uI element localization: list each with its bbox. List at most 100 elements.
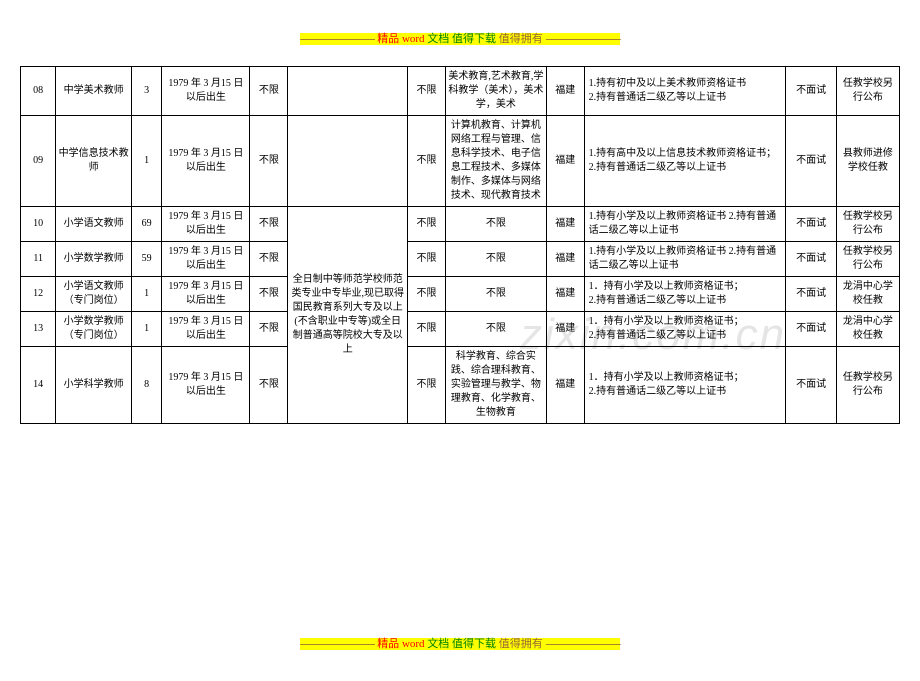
table-cell: 福建 [546,67,584,116]
table-cell [288,67,408,116]
table-cell: 小学语文教师 [56,207,132,242]
header-text-red: 精品 [377,33,399,45]
table-cell: 3 [131,67,161,116]
table-cell: 59 [131,242,161,277]
table-cell: 任教学校另行公布 [836,67,899,116]
table-cell: 不限 [408,347,446,424]
table-cell: 不面试 [786,207,836,242]
table-cell: 1979 年 3 月15 日以后出生 [162,207,250,242]
table-cell: 1979 年 3 月15 日以后出生 [162,116,250,207]
table-cell: 不面试 [786,312,836,347]
table-cell: 10 [21,207,56,242]
header-text-brown: 值得拥有 [499,33,543,45]
table-cell: 不限 [408,116,446,207]
table-cell: 龙涓中心学校任教 [836,277,899,312]
table-cell: 1．持有小学及以上教师资格证书；2.持有普通话二级乙等以上证书 [584,277,786,312]
table-cell: 福建 [546,347,584,424]
table-cell: 不面试 [786,67,836,116]
table-cell: 1979 年 3 月15 日以后出生 [162,67,250,116]
table-cell: 任教学校另行公布 [836,347,899,424]
table-row: 10小学语文教师691979 年 3 月15 日以后出生不限全日制中等师范学校师… [21,207,900,242]
table-cell: 1979 年 3 月15 日以后出生 [162,312,250,347]
table-cell: 计算机教育、计算机网络工程与管理、信息科学技术、电子信息工程技术、多媒体制作、多… [445,116,546,207]
table-cell: 不面试 [786,347,836,424]
table-cell: 福建 [546,207,584,242]
table-row: 09中学信息技术教师11979 年 3 月15 日以后出生不限不限计算机教育、计… [21,116,900,207]
footer-text-green: 文档 值得下载 [427,638,496,650]
table-cell: 不面试 [786,242,836,277]
table-cell: 不限 [250,277,288,312]
footer-text-brown: 值得拥有 [499,638,543,650]
table-cell: 09 [21,116,56,207]
table-cell: 不限 [408,242,446,277]
table-cell: 小学科学教师 [56,347,132,424]
table-cell: 1.持有小学及以上教师资格证书 2.持有普通话二级乙等以上证书 [584,207,786,242]
footer-dash-left: ---------------------------- [300,638,375,650]
table-cell: 小学数学教师 [56,242,132,277]
table-cell: 不限 [250,67,288,116]
table-cell: 福建 [546,277,584,312]
table-cell: 不限 [408,67,446,116]
table-row: 12小学语文教师（专门岗位）11979 年 3 月15 日以后出生不限不限不限福… [21,277,900,312]
table-cell: 科学教育、综合实践、综合理科教育、实验管理与教学、物理教育、化学教育、生物教育 [445,347,546,424]
table-cell: 福建 [546,116,584,207]
table-cell: 小学语文教师（专门岗位） [56,277,132,312]
table-cell: 69 [131,207,161,242]
table-cell: 不限 [250,347,288,424]
table-row: 14小学科学教师81979 年 3 月15 日以后出生不限不限科学教育、综合实践… [21,347,900,424]
table-cell: 中学美术教师 [56,67,132,116]
table-cell: 龙涓中心学校任教 [836,312,899,347]
table-cell [288,116,408,207]
header-dash-left: ---------------------------- [300,33,375,45]
table-cell: 1.持有初中及以上美术教师资格证书2.持有普通话二级乙等以上证书 [584,67,786,116]
table-cell: 1979 年 3 月15 日以后出生 [162,277,250,312]
footer-text-word: word [402,638,425,650]
table-cell: 1 [131,116,161,207]
table-cell: 中学信息技术教师 [56,116,132,207]
table-cell: 福建 [546,242,584,277]
table-cell: 美术教育,艺术教育,学科教学（美术），美术学，美术 [445,67,546,116]
table-row: 08中学美术教师31979 年 3 月15 日以后出生不限不限美术教育,艺术教育… [21,67,900,116]
table-cell: 小学数学教师（专门岗位） [56,312,132,347]
table-cell: 县教师进修学校任教 [836,116,899,207]
table-cell: 11 [21,242,56,277]
table-cell: 不限 [250,312,288,347]
table-cell: 不限 [408,312,446,347]
table-cell: 任教学校另行公布 [836,207,899,242]
table-cell: 1 [131,312,161,347]
table-row: 13小学数学教师（专门岗位）11979 年 3 月15 日以后出生不限不限不限福… [21,312,900,347]
header-dash-right: ---------------------------- [546,33,621,45]
table-cell: 任教学校另行公布 [836,242,899,277]
table-cell: 不限 [445,277,546,312]
table-cell: 1.持有高中及以上信息技术教师资格证书；2.持有普通话二级乙等以上证书 [584,116,786,207]
table-cell: 14 [21,347,56,424]
header-band: ---------------------------- 精品 word 文档 … [0,30,920,46]
table-cell: 8 [131,347,161,424]
table-cell: 不限 [445,207,546,242]
table-cell: 1 [131,277,161,312]
table-cell: 不限 [408,277,446,312]
data-table: 08中学美术教师31979 年 3 月15 日以后出生不限不限美术教育,艺术教育… [20,66,900,424]
header-text-green: 文档 值得下载 [427,33,496,45]
table-cell: 不限 [250,207,288,242]
footer-text-red: 精品 [377,638,399,650]
table-cell: 13 [21,312,56,347]
table-cell: 08 [21,67,56,116]
table-cell: 全日制中等师范学校师范类专业中专毕业,现已取得国民教育系列大专及以上(不含职业中… [288,207,408,424]
table-cell: 12 [21,277,56,312]
header-text-word: word [402,33,425,45]
table-cell: 不限 [250,242,288,277]
table-cell: 不限 [250,116,288,207]
table-cell: 不限 [408,207,446,242]
table-cell: 1979 年 3 月15 日以后出生 [162,242,250,277]
table-cell: 1．持有小学及以上教师资格证书；2.持有普通话二级乙等以上证书 [584,347,786,424]
table-cell: 不限 [445,312,546,347]
table-row: 11小学数学教师591979 年 3 月15 日以后出生不限不限不限福建1.持有… [21,242,900,277]
table-cell: 福建 [546,312,584,347]
footer-band: ---------------------------- 精品 word 文档 … [0,635,920,651]
table-cell: 1．持有小学及以上教师资格证书；2.持有普通话二级乙等以上证书 [584,312,786,347]
table-cell: 不面试 [786,116,836,207]
table-cell: 1.持有小学及以上教师资格证书 2.持有普通话二级乙等以上证书 [584,242,786,277]
table-cell: 不限 [445,242,546,277]
table-cell: 1979 年 3 月15 日以后出生 [162,347,250,424]
